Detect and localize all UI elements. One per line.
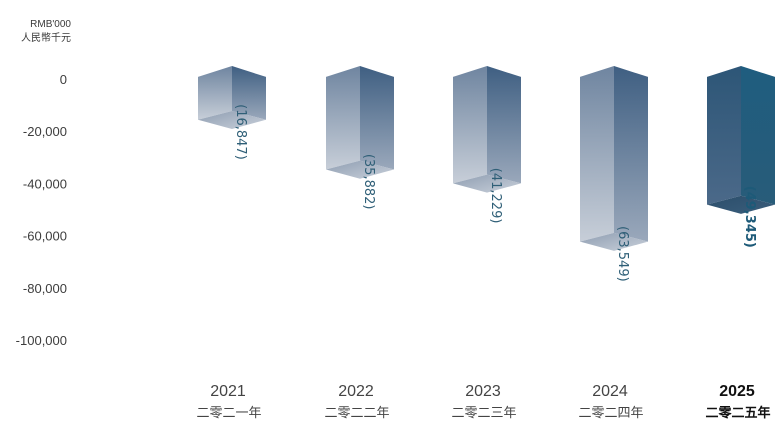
bar-left-face <box>326 66 360 170</box>
bar-group <box>580 66 648 251</box>
y-tick-label: -20,000 <box>23 124 67 139</box>
y-tick-label: -40,000 <box>23 176 67 191</box>
y-tick-label: -60,000 <box>23 229 67 244</box>
bar-bottom-face <box>707 195 775 214</box>
bar-left-face <box>198 66 232 120</box>
bar-group <box>707 66 775 214</box>
bar-right-face <box>232 66 266 120</box>
x-tick-label-cn: 二零二三年 <box>451 406 516 421</box>
y-tick-label: -100,000 <box>16 333 67 348</box>
bar-right-face <box>741 66 775 205</box>
x-tick-label-year: 2024 <box>592 383 628 400</box>
y-tick-label: 0 <box>60 72 67 87</box>
bar-group <box>326 66 394 179</box>
bar-right-face <box>360 66 394 170</box>
unit-label-en: RMB'000 <box>30 19 71 30</box>
bar-left-face <box>580 66 614 242</box>
bar-group <box>198 66 266 130</box>
x-tick-label-cn: 二零二四年 <box>578 406 643 421</box>
bar-left-face <box>453 66 487 184</box>
bar-group <box>453 66 521 193</box>
bar-value-label: (35,882) <box>361 154 376 210</box>
bar-value-label: (16,847) <box>233 104 248 160</box>
bar-value-label: (41,229) <box>488 168 503 224</box>
x-tick-label-year: 2022 <box>338 383 374 400</box>
unit-label-cn: 人民幣千元 <box>21 32 71 44</box>
y-tick-label: -80,000 <box>23 281 67 296</box>
bar-value-label: (63,549) <box>615 226 630 282</box>
bar-bottom-face <box>580 232 648 251</box>
x-tick-label-cn: 二零二二年 <box>324 406 389 421</box>
bar-bottom-face <box>453 174 521 193</box>
bar-bottom-face <box>198 110 266 130</box>
x-tick-label-year: 2025 <box>719 383 755 400</box>
x-tick-label-cn: 二零二一年 <box>196 406 261 421</box>
bar-bottom-face <box>326 160 394 179</box>
x-tick-label-year: 2023 <box>465 383 501 400</box>
bar-right-face <box>487 66 521 184</box>
bar-right-face <box>614 66 648 242</box>
bar-left-face <box>707 66 741 205</box>
bar-value-label: (49,345) <box>742 186 757 248</box>
x-tick-label-year: 2021 <box>210 383 246 400</box>
x-tick-label-cn: 二零二五年 <box>705 405 770 421</box>
